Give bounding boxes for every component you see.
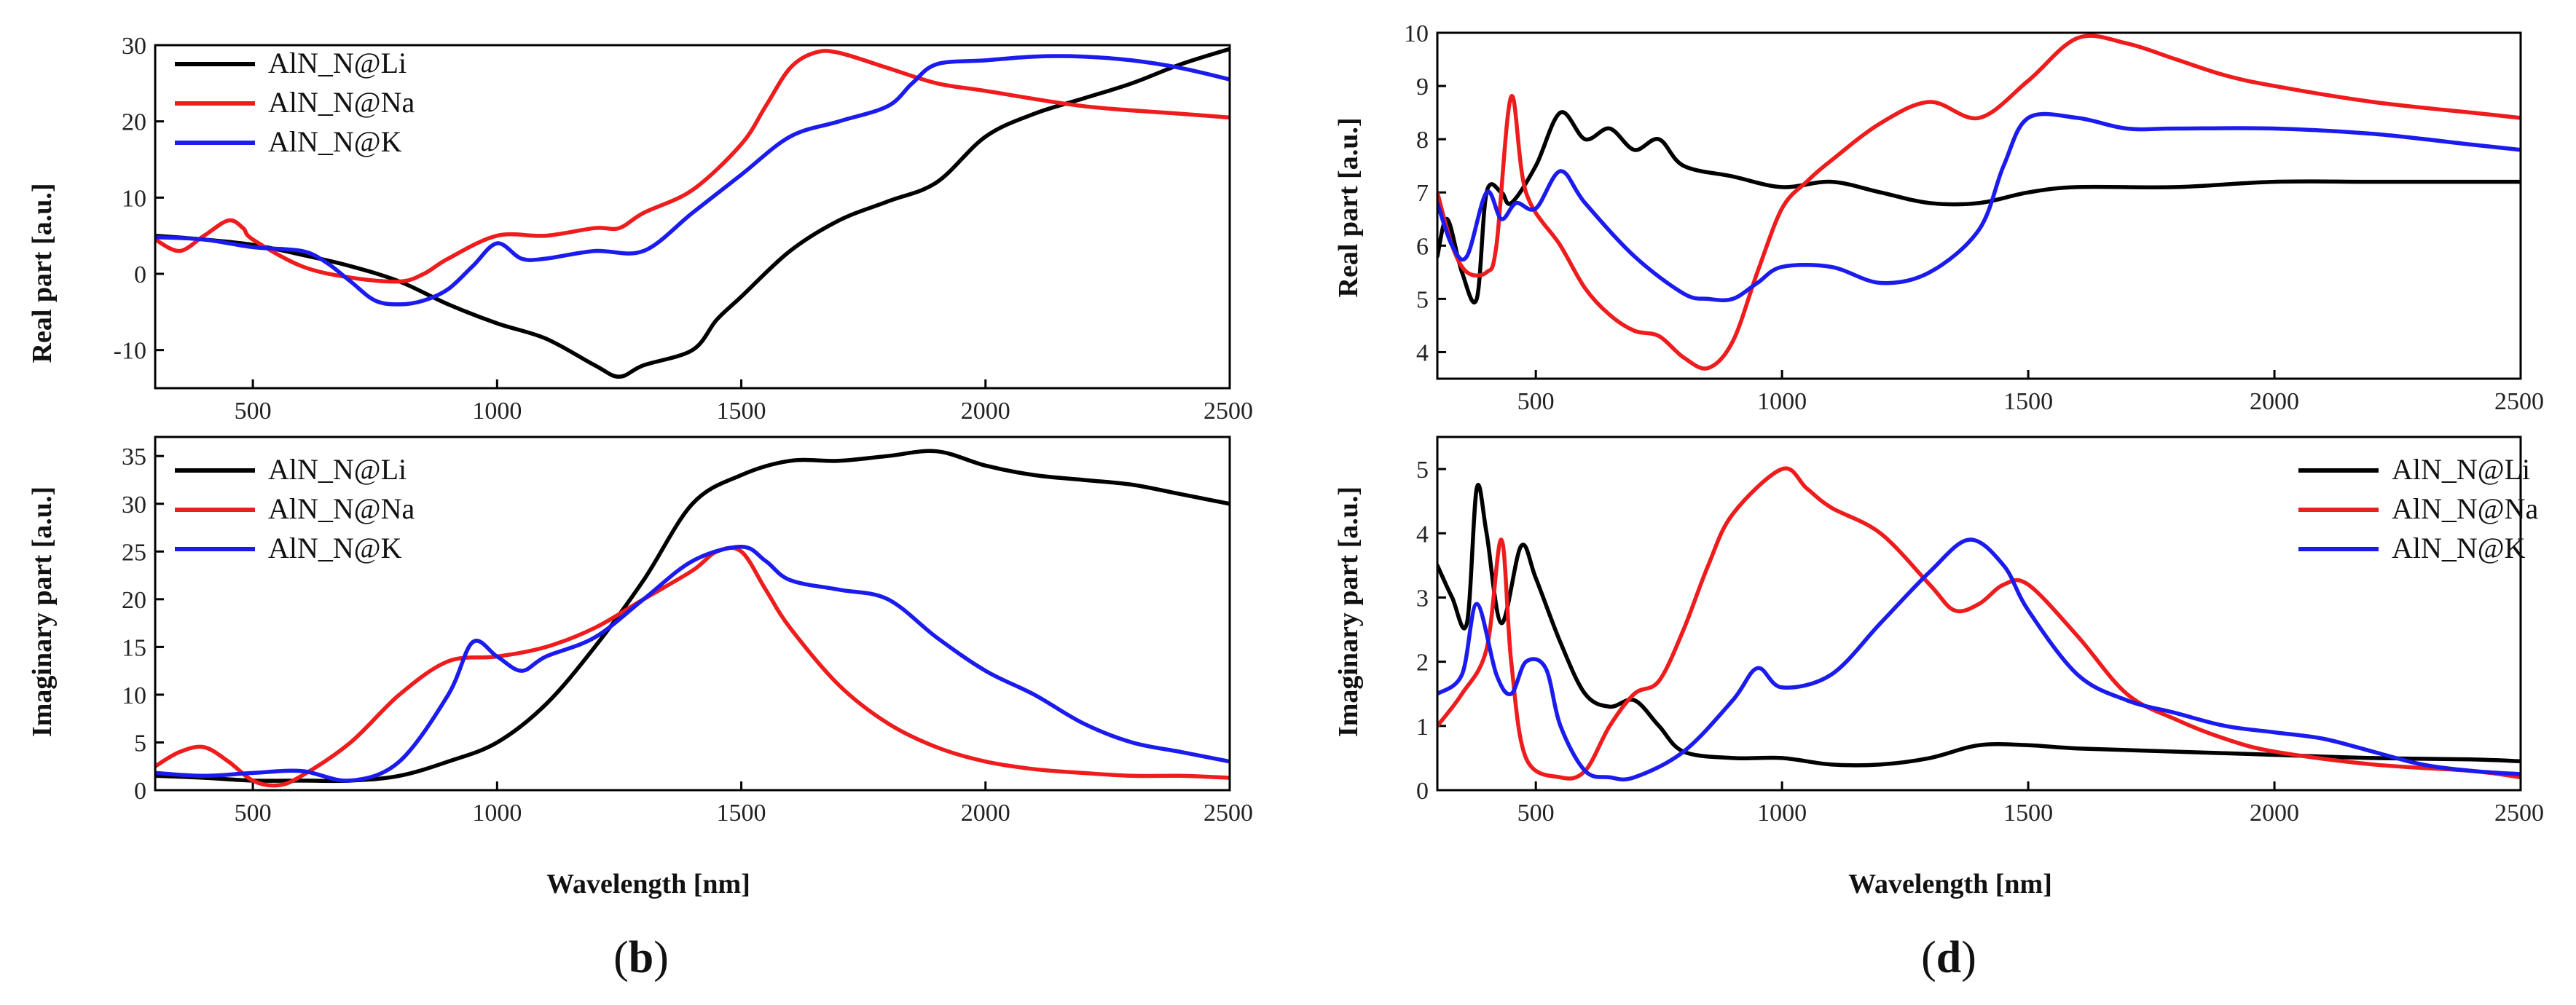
x-tick-label: 500 <box>235 398 272 425</box>
series-line-aln-n-li <box>1437 110 2521 305</box>
y-tick-label: 5 <box>134 730 146 757</box>
x-tick-label: 2000 <box>2250 800 2299 827</box>
series-line-aln-n-li <box>1437 483 2521 768</box>
series-line-aln-n-na <box>1437 34 2521 371</box>
x-tick-label: 1000 <box>1757 388 1807 415</box>
x-tick-label: 1000 <box>472 800 522 827</box>
y-tick-label: 9 <box>1416 74 1429 100</box>
x-tick-label: 2000 <box>961 398 1010 425</box>
x-tick-label: 500 <box>1517 388 1555 415</box>
legend-label: AlN_N@Na <box>268 492 415 525</box>
d-xlabel: Wavelength [nm] <box>1848 869 2052 899</box>
series-line-aln-n-na <box>155 545 1230 788</box>
legend-label: AlN_N@Li <box>2392 453 2530 486</box>
legend-label: AlN_N@Na <box>268 86 415 119</box>
plot-frame <box>154 44 1231 390</box>
y-tick-label: 2 <box>1416 650 1429 677</box>
x-tick-label: 2500 <box>1203 398 1253 425</box>
y-tick-label: 30 <box>122 33 146 60</box>
y-tick-label: 7 <box>1416 180 1429 207</box>
x-tick-label: 1500 <box>2003 388 2053 415</box>
series-line-aln-n-na <box>155 49 1230 284</box>
series-line-aln-n-na <box>1437 466 2521 781</box>
d-imag-plot: 500 1000 1500 2000 2500 0 1 2 3 4 5 AlN_N@Li AlN_N@N… <box>1416 436 2544 827</box>
b-imag-plot: 500 1000 1500 2000 2500 0 5 10 15 20 25 30 35 AlN_N@L… <box>122 436 1253 827</box>
series-line-aln-n-k <box>155 544 1230 783</box>
b-xlabel: Wavelength [nm] <box>546 869 750 899</box>
y-tick-label: 30 <box>122 492 146 519</box>
x-tick-label: 1500 <box>2003 800 2053 827</box>
legend: AlN_N@Li AlN_N@Na AlN_N@K <box>175 453 415 564</box>
y-tick-label: 0 <box>134 778 146 805</box>
legend: AlN_N@Li AlN_N@Na AlN_N@K <box>175 47 415 158</box>
x-tick-label: 2500 <box>2494 388 2544 415</box>
panel-label-d: (d) <box>1921 933 1976 982</box>
y-tick-label: 1 <box>1416 714 1429 741</box>
y-tick-label: 4 <box>1416 339 1429 366</box>
series-line-aln-n-li <box>155 47 1230 379</box>
y-tick-label: 8 <box>1416 127 1429 154</box>
plot-frame <box>1436 436 2522 792</box>
y-tick-label: 10 <box>1404 20 1429 47</box>
x-tick-label: 2000 <box>961 800 1010 827</box>
b-imag-ylabel: Imaginary part [a.u.] <box>27 486 58 737</box>
y-tick-label: 5 <box>1416 286 1429 313</box>
y-tick-label: -10 <box>114 338 146 365</box>
x-tick-label: 2500 <box>2494 800 2544 827</box>
y-tick-label: 0 <box>1416 778 1429 805</box>
y-tick-label: 6 <box>1416 233 1429 260</box>
y-tick-label: 25 <box>122 539 146 566</box>
y-tick-label: 35 <box>122 444 146 470</box>
b-real-ylabel: Real part [a.u.] <box>27 184 58 363</box>
x-tick-label: 500 <box>235 800 272 827</box>
y-tick-label: 15 <box>122 634 146 661</box>
legend-label: AlN_N@K <box>268 125 402 158</box>
series-line-aln-n-k <box>1437 111 2521 303</box>
d-real-plot: 500 1000 1500 2000 2500 4 5 6 7 8 9 10 <box>1404 20 2544 415</box>
plot-frame <box>154 436 1231 792</box>
legend-label: AlN_N@Li <box>268 453 407 486</box>
panel-label-b: (b) <box>613 933 669 982</box>
y-tick-label: 5 <box>1416 457 1429 484</box>
b-real-plot: 500 1000 1500 2000 2500-100102030AlN_N@LiAlN… <box>114 33 1253 425</box>
x-tick-label: 2000 <box>2250 388 2299 415</box>
y-tick-label: 3 <box>1416 585 1429 612</box>
series-line-aln-n-k <box>155 54 1230 307</box>
y-tick-label: 10 <box>122 185 146 212</box>
y-tick-label: 20 <box>122 587 146 614</box>
legend: AlN_N@Li AlN_N@Na AlN_N@K <box>2298 453 2538 564</box>
legend-label: AlN_N@Li <box>268 47 407 79</box>
y-tick-label: 0 <box>134 261 146 288</box>
legend-label: AlN_N@K <box>268 532 402 564</box>
series-line-aln-n-k <box>1437 537 2521 782</box>
x-tick-label: 1500 <box>717 800 766 827</box>
x-tick-label: 1000 <box>1757 800 1807 827</box>
legend-label: AlN_N@K <box>2392 532 2526 564</box>
y-tick-label: 10 <box>122 682 146 709</box>
y-tick-label: 4 <box>1416 521 1429 548</box>
d-real-ylabel: Real part [a.u.] <box>1333 118 1364 298</box>
x-tick-label: 1500 <box>717 398 766 425</box>
y-tick-label: 20 <box>122 109 146 136</box>
legend-label: AlN_N@Na <box>2392 492 2538 525</box>
x-tick-label: 2500 <box>1203 800 1253 827</box>
x-tick-label: 500 <box>1517 800 1555 827</box>
x-tick-label: 1000 <box>472 398 522 425</box>
plot-frame <box>1436 31 2522 380</box>
d-imag-ylabel: Imaginary part [a.u.] <box>1333 486 1364 737</box>
